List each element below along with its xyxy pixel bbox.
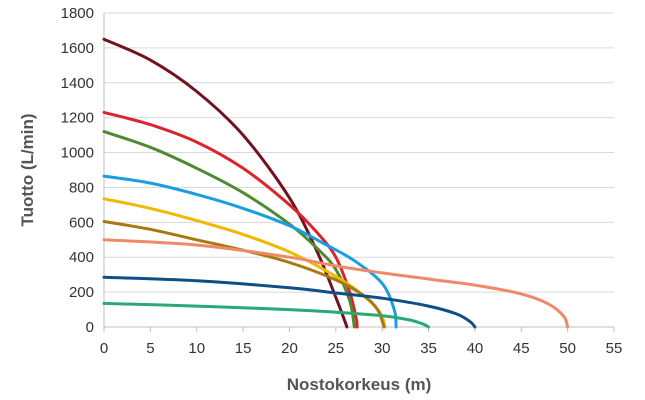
y-tick-label: 1600	[61, 40, 94, 57]
series-line-6	[102, 220, 386, 329]
x-tick-label: 25	[327, 340, 344, 357]
x-tick-label: 45	[513, 340, 530, 357]
series-line-7	[102, 238, 570, 329]
x-tick-label: 55	[606, 340, 623, 357]
y-tick-label: 1200	[61, 110, 94, 127]
tick-labels: 0 200 400 600 800 1000 1200 1400 1600 1800 0 5 10 15 2…	[61, 5, 623, 357]
x-tick-label: 30	[374, 340, 391, 357]
series-line-1	[102, 37, 349, 329]
x-axis-title: Nostokorkeus (m)	[287, 375, 432, 394]
axes	[103, 13, 615, 332]
x-tick-label: 0	[100, 340, 108, 357]
y-tick-label: 0	[86, 319, 94, 336]
x-tick-label: 10	[188, 340, 205, 357]
x-tick-label: 50	[559, 340, 576, 357]
y-tick-label: 200	[69, 284, 94, 301]
series-layer	[102, 37, 570, 329]
y-tick-label: 400	[69, 249, 94, 266]
x-tick-label: 5	[146, 340, 154, 357]
series-line-4	[102, 174, 398, 329]
series-line-3	[102, 130, 356, 329]
x-tick-label: 35	[420, 340, 437, 357]
y-tick-label: 800	[69, 179, 94, 196]
series-line-9	[102, 301, 430, 329]
x-tick-label: 20	[281, 340, 298, 357]
series-line-2	[102, 110, 359, 329]
x-tick-label: 40	[467, 340, 484, 357]
y-tick-label: 600	[69, 214, 94, 231]
series-line-8	[102, 275, 477, 329]
x-tick-label: 15	[235, 340, 252, 357]
y-tick-label: 1800	[61, 5, 94, 22]
y-tick-label: 1400	[61, 75, 94, 92]
y-axis-title: Tuotto (L/min)	[18, 114, 37, 227]
y-tick-label: 1000	[61, 145, 94, 162]
grid-lines	[104, 12, 614, 293]
